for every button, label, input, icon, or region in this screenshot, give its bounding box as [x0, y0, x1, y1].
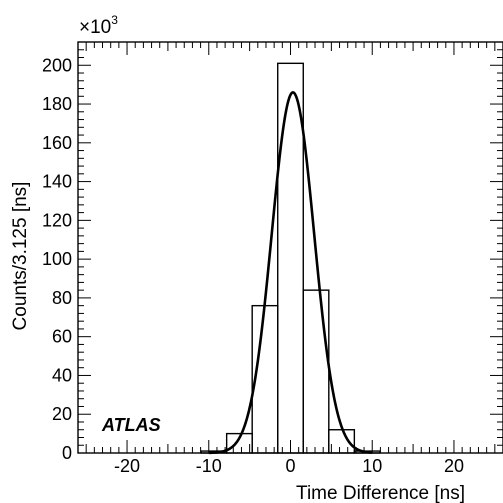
- y-tick-label: 180: [42, 94, 72, 114]
- y-tick-label: 140: [42, 172, 72, 192]
- y-tick-label: 60: [52, 327, 72, 347]
- y-tick-label: 80: [52, 288, 72, 308]
- x-tick-label: 0: [285, 456, 295, 476]
- y-tick-label: 20: [52, 404, 72, 424]
- y-axis-title: Counts/3.125 [ns]: [10, 182, 31, 331]
- y-tick-label: 200: [42, 55, 72, 75]
- x-tick-label: 10: [362, 456, 382, 476]
- y-tick-label: 100: [42, 249, 72, 269]
- histogram-bin: [302, 289, 330, 454]
- histogram-bin: [277, 62, 304, 454]
- histogram-bin: [328, 429, 356, 454]
- atlas-label: ATLAS: [101, 415, 161, 435]
- x-tick-label: -10: [196, 456, 222, 476]
- x-axis-title: Time Difference [ns]: [296, 483, 465, 503]
- plot-frame: [77, 41, 503, 454]
- x-tick-label: 20: [444, 456, 464, 476]
- y-tick-label: 40: [52, 365, 72, 385]
- y-axis-multiplier: ×103: [79, 13, 118, 38]
- y-tick-label: 0: [62, 443, 72, 463]
- x-tick-label: -20: [114, 456, 140, 476]
- gaussian-fit-curve: [208, 91, 373, 455]
- y-tick-label: 160: [42, 133, 72, 153]
- y-tick-label: 120: [42, 210, 72, 230]
